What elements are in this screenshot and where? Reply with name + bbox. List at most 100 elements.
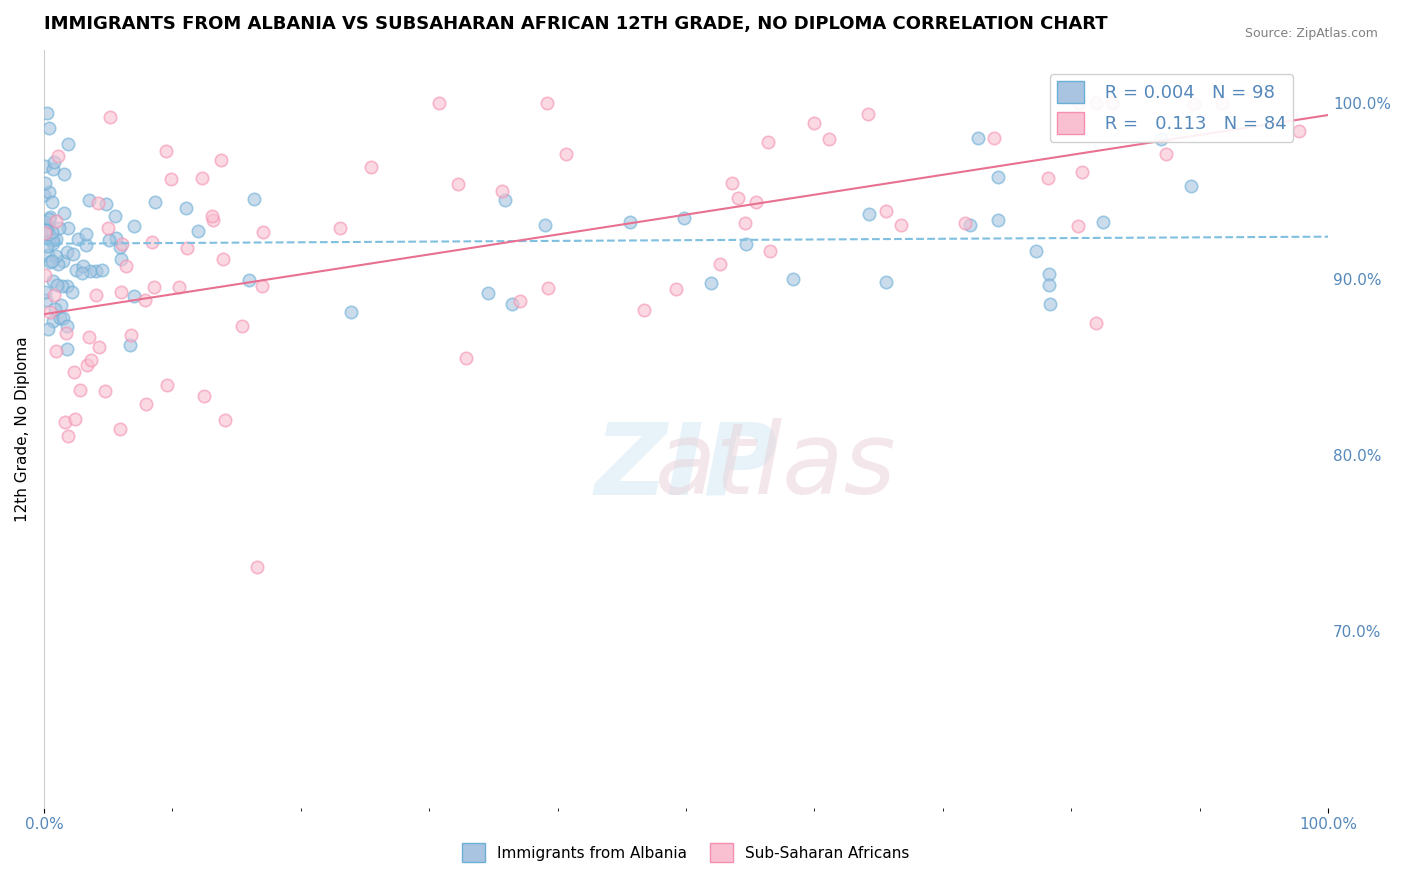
Point — [110, 285, 132, 300]
Point — [1071, 164, 1094, 178]
Point — [967, 131, 990, 145]
Point — [46, 149, 69, 163]
Point — [45, 278, 67, 293]
Point — [122, 219, 145, 233]
Point — [167, 280, 190, 294]
Point — [120, 337, 142, 351]
Point — [111, 236, 134, 251]
Point — [35, 223, 58, 237]
Point — [987, 170, 1010, 185]
Point — [890, 218, 912, 232]
Point — [87, 341, 110, 355]
Point — [673, 211, 696, 226]
Point — [41, 253, 63, 268]
Point — [174, 201, 197, 215]
Point — [509, 294, 531, 309]
Point — [193, 389, 215, 403]
Point — [94, 384, 117, 399]
Point — [238, 273, 260, 287]
Point — [110, 252, 132, 266]
Point — [456, 351, 478, 365]
Point — [84, 287, 107, 301]
Point — [38, 120, 60, 135]
Point — [63, 412, 86, 426]
Point — [37, 321, 59, 335]
Point — [34, 223, 56, 237]
Point — [45, 232, 67, 246]
Point — [75, 227, 97, 241]
Point — [141, 235, 163, 249]
Point — [191, 171, 214, 186]
Point — [53, 205, 76, 219]
Point — [52, 310, 75, 325]
Point — [803, 116, 825, 130]
Point — [160, 172, 183, 186]
Point — [665, 282, 688, 296]
Point — [243, 192, 266, 206]
Point — [1067, 219, 1090, 233]
Point — [534, 219, 557, 233]
Point — [34, 188, 56, 202]
Point — [42, 274, 65, 288]
Point — [34, 226, 56, 240]
Legend:  R = 0.004   N = 98,  R =   0.113   N = 84: R = 0.004 N = 98, R = 0.113 N = 84 — [1050, 74, 1294, 142]
Point — [1180, 179, 1202, 194]
Point — [45, 344, 67, 359]
Y-axis label: 12th Grade, No Diploma: 12th Grade, No Diploma — [15, 336, 30, 522]
Point — [62, 365, 84, 379]
Point — [231, 319, 253, 334]
Text: atlas: atlas — [655, 418, 897, 516]
Point — [756, 135, 779, 149]
Point — [42, 314, 65, 328]
Point — [536, 281, 558, 295]
Point — [62, 246, 84, 260]
Point — [44, 301, 66, 316]
Point — [727, 191, 749, 205]
Point — [76, 358, 98, 372]
Point — [34, 159, 56, 173]
Point — [90, 263, 112, 277]
Point — [135, 397, 157, 411]
Point — [142, 280, 165, 294]
Point — [477, 285, 499, 300]
Point — [77, 329, 100, 343]
Point — [42, 154, 65, 169]
Point — [39, 210, 62, 224]
Point — [53, 168, 76, 182]
Point — [41, 194, 63, 209]
Point — [699, 276, 721, 290]
Point — [875, 204, 897, 219]
Point — [856, 106, 879, 120]
Point — [156, 378, 179, 392]
Point — [782, 272, 804, 286]
Point — [70, 267, 93, 281]
Text: IMMIGRANTS FROM ALBANIA VS SUBSAHARAN AFRICAN 12TH GRADE, NO DIPLOMA CORRELATION: IMMIGRANTS FROM ALBANIA VS SUBSAHARAN AF… — [44, 15, 1108, 33]
Point — [110, 240, 132, 254]
Point — [42, 236, 65, 251]
Point — [65, 263, 87, 277]
Point — [52, 254, 75, 268]
Point — [45, 214, 67, 228]
Point — [427, 95, 450, 110]
Point — [953, 216, 976, 230]
Point — [110, 422, 132, 436]
Point — [759, 244, 782, 258]
Point — [120, 327, 142, 342]
Point — [51, 279, 73, 293]
Point — [37, 218, 59, 232]
Point — [56, 342, 79, 356]
Point — [38, 227, 60, 242]
Point — [34, 285, 56, 300]
Point — [84, 264, 107, 278]
Point — [104, 209, 127, 223]
Point — [1067, 95, 1090, 110]
Point — [60, 285, 83, 299]
Point — [983, 131, 1005, 145]
Point — [134, 293, 156, 308]
Point — [42, 234, 65, 248]
Point — [734, 216, 756, 230]
Point — [35, 106, 58, 120]
Point — [252, 278, 274, 293]
Point — [53, 415, 76, 429]
Point — [87, 196, 110, 211]
